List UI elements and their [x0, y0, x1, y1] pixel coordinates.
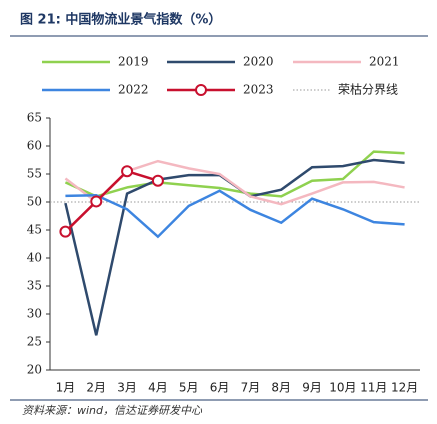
- legend-label: 2019: [118, 55, 149, 69]
- x-tick-label: 6月: [210, 381, 230, 395]
- legend-label: 2020: [243, 55, 274, 69]
- point-marker: [90, 195, 103, 208]
- legend-label: 2023: [243, 83, 274, 97]
- x-tick-label: 8月: [271, 381, 291, 395]
- legend-label: 2022: [118, 83, 149, 97]
- legend-label: 2021: [369, 55, 400, 69]
- x-tick-label: 2月: [86, 381, 106, 395]
- y-tick-label: 35: [27, 279, 42, 293]
- y-tick-label: 60: [27, 139, 42, 153]
- legend-label: 荣枯分界线: [338, 82, 398, 97]
- x-tick-label: 9月: [302, 381, 322, 395]
- series-line: [65, 189, 405, 239]
- x-tick-label: 1月: [56, 381, 76, 395]
- y-tick-label: 40: [27, 251, 42, 265]
- chart-title: 图 21: 中国物流业景气指数（%）: [20, 12, 221, 28]
- x-tick-label: 12月: [391, 381, 418, 395]
- point-marker: [151, 174, 164, 187]
- x-tick-label: 5月: [179, 381, 199, 395]
- point-marker: [59, 225, 72, 238]
- point-marker: [121, 165, 134, 178]
- legend-marker: [195, 84, 207, 96]
- x-tick-label: 11月: [360, 381, 387, 395]
- y-tick-label: 50: [27, 195, 42, 209]
- source: 资料来源：wind，信达证券研发中心: [22, 404, 203, 417]
- y-tick-label: 45: [27, 223, 42, 237]
- y-tick-label: 65: [27, 111, 42, 125]
- series-line: [64, 169, 159, 233]
- y-tick-label: 55: [27, 167, 42, 181]
- x-tick-label: 3月: [117, 381, 137, 395]
- series-line: [64, 150, 405, 198]
- x-tick-label: 7月: [241, 381, 261, 395]
- y-tick-label: 25: [27, 335, 42, 349]
- x-tick-label: 10月: [329, 381, 356, 395]
- x-tick-label: 4月: [148, 381, 168, 395]
- y-tick-label: 30: [27, 307, 42, 321]
- y-tick-label: 20: [27, 363, 42, 377]
